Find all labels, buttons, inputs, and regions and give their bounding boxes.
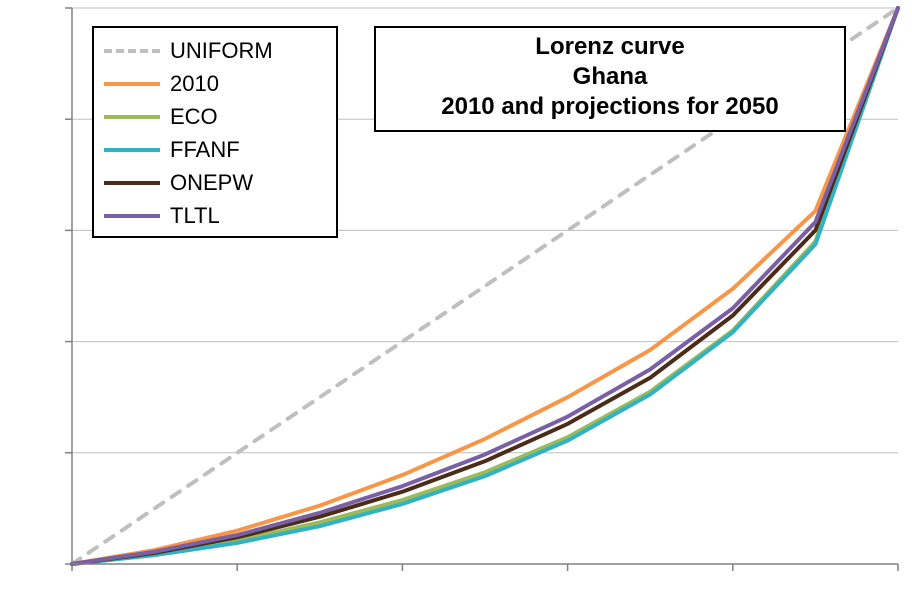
legend-swatch — [104, 181, 160, 185]
legend-item-ffanf: FFANF — [104, 133, 326, 166]
legend-item-uniform: UNIFORM — [104, 34, 326, 67]
legend-item-onepw: ONEPW — [104, 166, 326, 199]
legend-label: UNIFORM — [170, 38, 273, 64]
legend-item-tltl: TLTL — [104, 199, 326, 232]
legend-item-eco: ECO — [104, 100, 326, 133]
chart-title-line-2: Ghana — [382, 62, 838, 92]
chart-legend: UNIFORM 2010 ECO FFANF ONEPW TLTL — [92, 26, 338, 238]
legend-swatch — [104, 115, 160, 119]
chart-title-line-1: Lorenz curve — [382, 32, 838, 62]
legend-label: ECO — [170, 104, 218, 130]
legend-item-2010: 2010 — [104, 67, 326, 100]
chart-title-box: Lorenz curve Ghana 2010 and projections … — [374, 26, 846, 132]
legend-swatch — [104, 148, 160, 152]
legend-label: TLTL — [170, 203, 220, 229]
legend-label: ONEPW — [170, 170, 253, 196]
legend-label: FFANF — [170, 137, 240, 163]
chart-title-line-3: 2010 and projections for 2050 — [382, 92, 838, 122]
lorenz-chart: Lorenz curve Ghana 2010 and projections … — [0, 0, 912, 597]
legend-swatch — [104, 49, 160, 53]
legend-label: 2010 — [170, 71, 219, 97]
legend-swatch — [104, 82, 160, 86]
legend-swatch — [104, 214, 160, 218]
